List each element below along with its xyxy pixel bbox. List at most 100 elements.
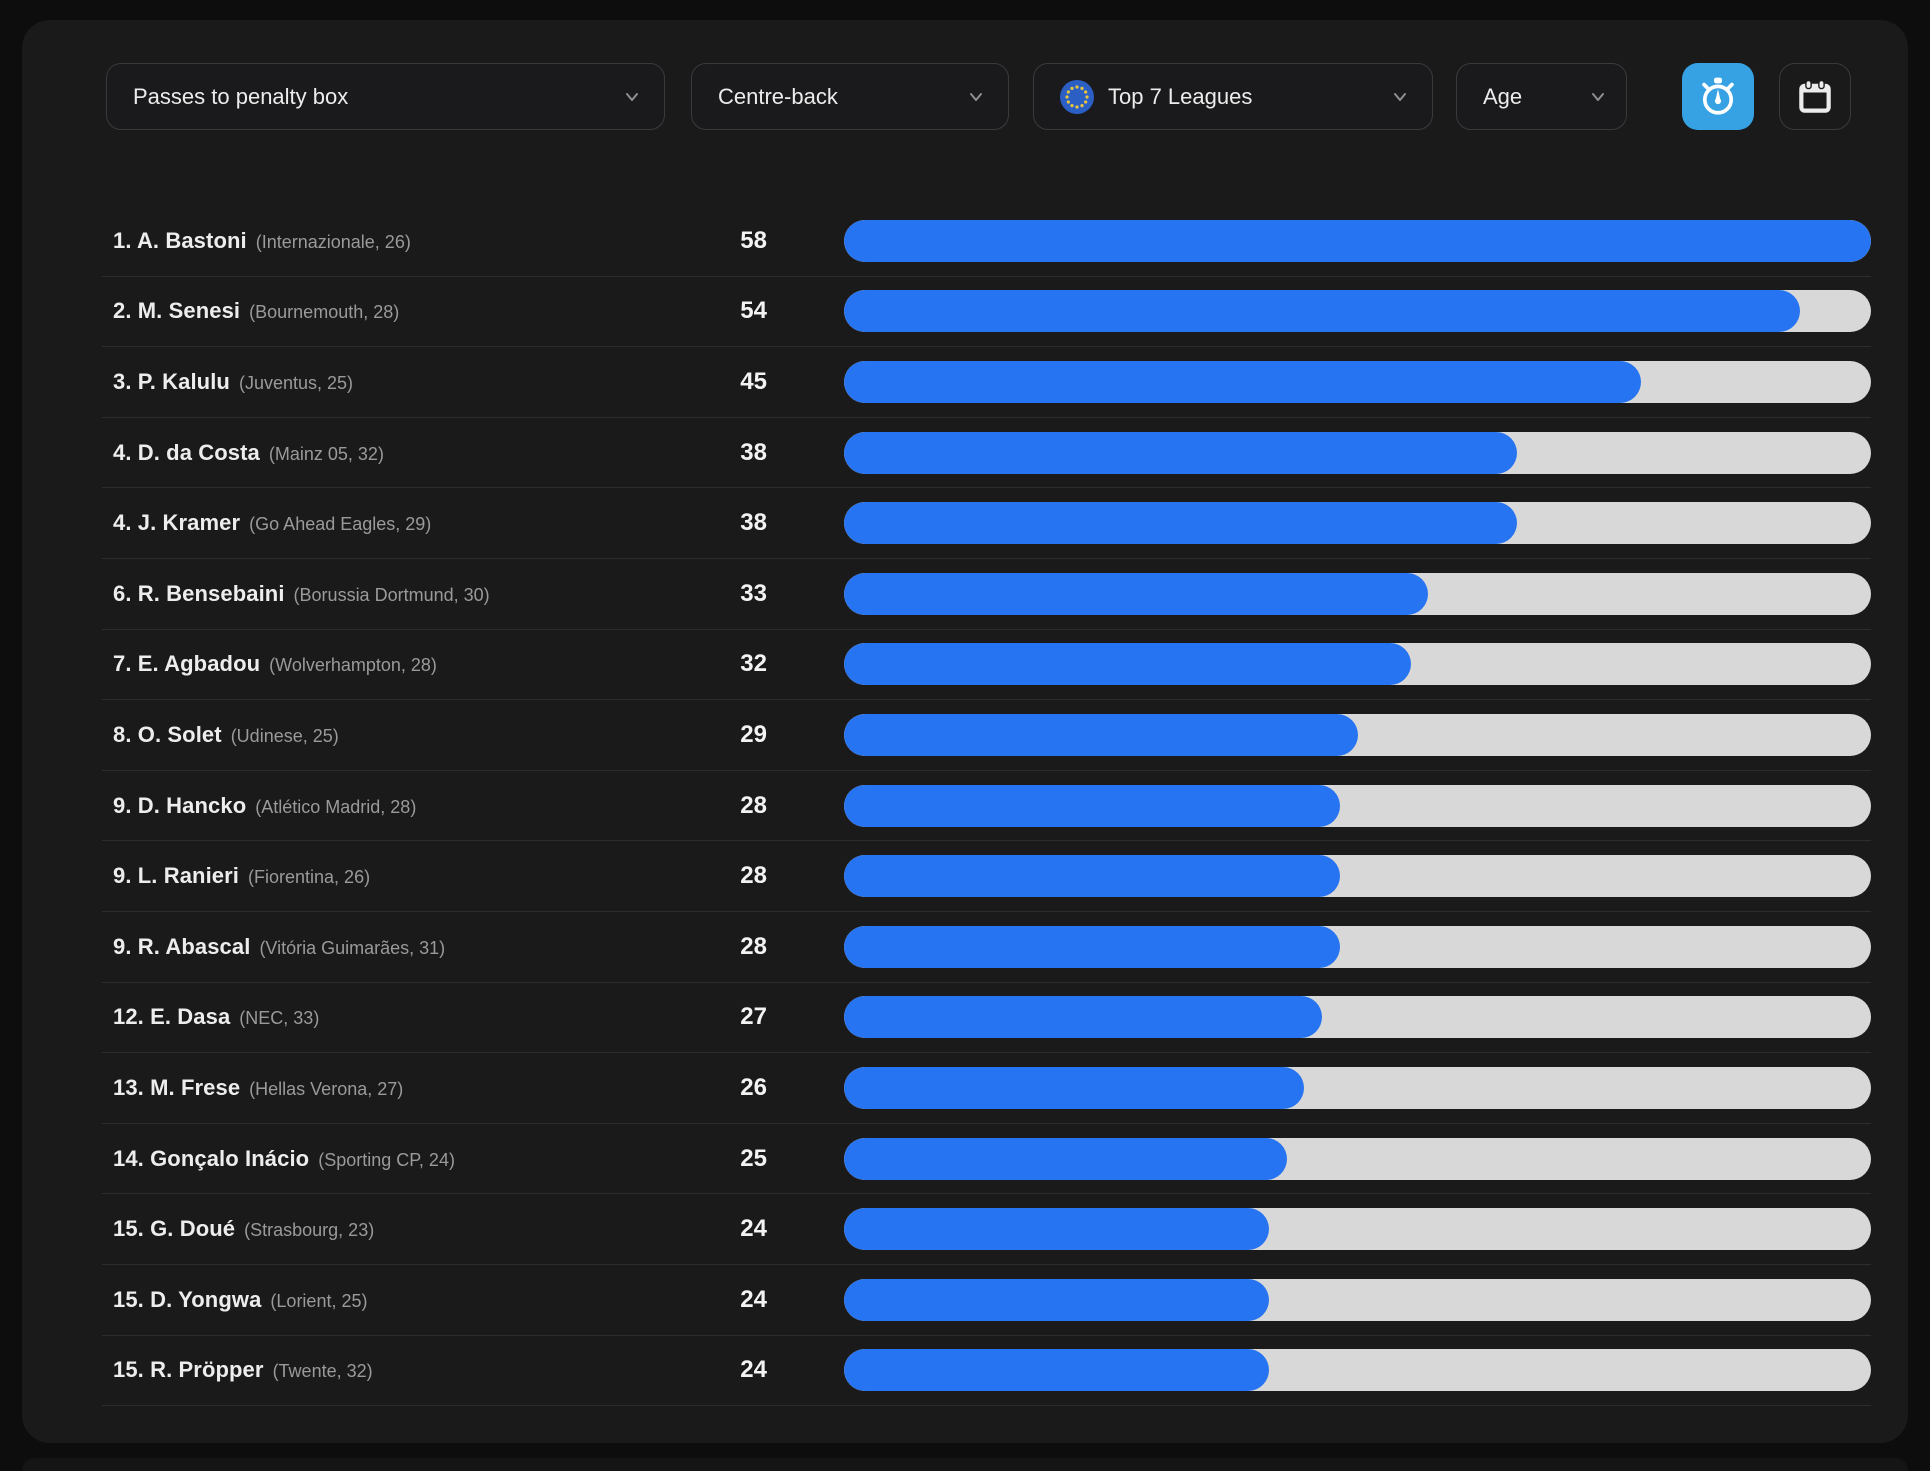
player-rank-name: 1. A. Bastoni — [113, 227, 247, 253]
player-bar-track — [844, 643, 1871, 686]
player-team-age: (Lorient, 25) — [270, 1290, 368, 1311]
player-bar-fill — [844, 1137, 1287, 1180]
calendar-icon — [1799, 79, 1831, 113]
calendar-button[interactable] — [1779, 63, 1851, 130]
player-bar-fill — [844, 784, 1340, 827]
leaderboard: 1. A. Bastoni (Internazionale, 26) 58 2.… — [102, 206, 1871, 1407]
player-team-age: (Mainz 05, 32) — [268, 443, 384, 464]
player-row[interactable]: 15. G. Doué (Strasbourg, 23) 24 — [102, 1194, 1871, 1265]
player-row[interactable]: 14. Gonçalo Inácio (Sporting CP, 24) 25 — [102, 1124, 1871, 1195]
player-row[interactable]: 4. D. da Costa (Mainz 05, 32) 38 — [102, 418, 1871, 489]
player-row[interactable]: 2. M. Senesi (Bournemouth, 28) 54 — [102, 277, 1871, 348]
player-value: 32 — [740, 650, 767, 678]
player-value: 29 — [740, 720, 767, 748]
player-bar-track — [844, 784, 1871, 827]
player-team-age: (Vitória Guimarães, 31) — [259, 937, 446, 958]
player-row[interactable]: 8. O. Solet (Udinese, 25) 29 — [102, 700, 1871, 771]
player-bar-fill — [844, 855, 1340, 898]
timer-button[interactable] — [1682, 63, 1754, 130]
player-team-age: (Go Ahead Eagles, 29) — [249, 514, 432, 535]
player-bar-fill — [844, 431, 1517, 474]
player-row[interactable]: 1. A. Bastoni (Internazionale, 26) 58 — [102, 206, 1871, 277]
player-bar-track — [844, 1208, 1871, 1251]
chevron-down-icon — [1592, 92, 1604, 101]
player-row[interactable]: 3. P. Kalulu (Juventus, 25) 45 — [102, 347, 1871, 418]
player-row[interactable]: 6. R. Bensebaini (Borussia Dortmund, 30)… — [102, 559, 1871, 630]
player-bar-track — [844, 502, 1871, 545]
player-row[interactable]: 15. D. Yongwa (Lorient, 25) 24 — [102, 1265, 1871, 1336]
player-rank-name: 15. D. Yongwa — [113, 1286, 262, 1312]
player-bar-fill — [844, 925, 1340, 968]
metric-dropdown[interactable]: Passes to penalty box — [106, 63, 665, 130]
player-bar-track — [844, 925, 1871, 968]
player-bar-track — [844, 1066, 1871, 1109]
eu-flag-icon — [1060, 79, 1094, 114]
player-rank-name: 9. D. Hancko — [113, 792, 247, 818]
player-bar-fill — [844, 1349, 1269, 1392]
player-value: 45 — [740, 367, 767, 395]
player-bar-track — [844, 1278, 1871, 1321]
player-rank-name: 7. E. Agbadou — [113, 651, 261, 677]
player-bar-track — [844, 855, 1871, 898]
player-value: 28 — [740, 791, 767, 819]
player-row[interactable]: 4. J. Kramer (Go Ahead Eagles, 29) 38 — [102, 488, 1871, 559]
player-bar-fill — [844, 996, 1323, 1039]
player-bar-fill — [844, 502, 1517, 545]
player-rank-name: 6. R. Bensebaini — [113, 580, 285, 606]
player-row[interactable]: 9. R. Abascal (Vitória Guimarães, 31) 28 — [102, 912, 1871, 983]
age-dropdown[interactable]: Age — [1456, 63, 1627, 130]
player-bar-fill — [844, 713, 1358, 756]
player-team-age: (Wolverhampton, 28) — [269, 655, 437, 676]
player-team-age: (Bournemouth, 28) — [249, 302, 400, 323]
player-row[interactable]: 12. E. Dasa (NEC, 33) 27 — [102, 983, 1871, 1054]
position-dropdown[interactable]: Centre-back — [691, 63, 1009, 130]
player-value: 26 — [740, 1073, 767, 1101]
stats-card: Passes to penalty box Centre-back — [22, 20, 1908, 1443]
player-bar-track — [844, 572, 1871, 615]
player-value: 58 — [740, 226, 767, 254]
player-bar-track — [844, 996, 1871, 1039]
player-row[interactable]: 7. E. Agbadou (Wolverhampton, 28) 32 — [102, 630, 1871, 701]
player-rank-name: 14. Gonçalo Inácio — [113, 1145, 310, 1171]
player-value: 24 — [740, 1356, 767, 1384]
player-rank-name: 15. R. Pröpper — [113, 1357, 264, 1383]
player-bar-track — [844, 360, 1871, 403]
player-rank-name: 15. G. Doué — [113, 1216, 236, 1242]
league-dropdown-label: Top 7 Leagues — [1108, 83, 1253, 109]
player-value: 24 — [740, 1215, 767, 1243]
player-row[interactable]: 9. D. Hancko (Atlético Madrid, 28) 28 — [102, 771, 1871, 842]
player-bar-track — [844, 713, 1871, 756]
player-value: 27 — [740, 1003, 767, 1031]
player-team-age: (Sporting CP, 24) — [318, 1149, 455, 1170]
player-team-age: (Borussia Dortmund, 30) — [293, 584, 490, 605]
age-dropdown-label: Age — [1483, 83, 1523, 109]
player-bar-track — [844, 219, 1871, 262]
league-dropdown[interactable]: Top 7 Leagues — [1033, 63, 1433, 130]
player-value: 38 — [740, 509, 767, 537]
player-bar-fill — [844, 1208, 1269, 1251]
player-team-age: (Strasbourg, 23) — [244, 1220, 375, 1241]
timer-icon — [1702, 77, 1734, 115]
player-bar-fill — [844, 1278, 1269, 1321]
player-bar-fill — [844, 1066, 1305, 1109]
player-value: 25 — [740, 1144, 767, 1172]
player-team-age: (Twente, 32) — [272, 1361, 373, 1382]
player-rank-name: 4. D. da Costa — [113, 439, 260, 465]
player-bar-fill — [844, 572, 1429, 615]
position-dropdown-label: Centre-back — [718, 83, 838, 109]
player-team-age: (Fiorentina, 26) — [248, 867, 371, 888]
player-rank-name: 13. M. Frese — [113, 1074, 241, 1100]
player-team-age: (Juventus, 25) — [238, 372, 354, 393]
player-bar-track — [844, 1137, 1871, 1180]
player-rank-name: 2. M. Senesi — [113, 298, 241, 324]
player-rank-name: 8. O. Solet — [113, 721, 222, 747]
player-rank-name: 4. J. Kramer — [113, 510, 241, 536]
player-row[interactable]: 9. L. Ranieri (Fiorentina, 26) 28 — [102, 841, 1871, 912]
player-team-age: (Internazionale, 26) — [255, 231, 411, 252]
player-row[interactable]: 13. M. Frese (Hellas Verona, 27) 26 — [102, 1053, 1871, 1124]
player-rank-name: 3. P. Kalulu — [113, 368, 230, 394]
player-bar-fill — [844, 219, 1871, 262]
player-value: 54 — [740, 297, 767, 325]
player-row[interactable]: 15. R. Pröpper (Twente, 32) 24 — [102, 1336, 1871, 1407]
